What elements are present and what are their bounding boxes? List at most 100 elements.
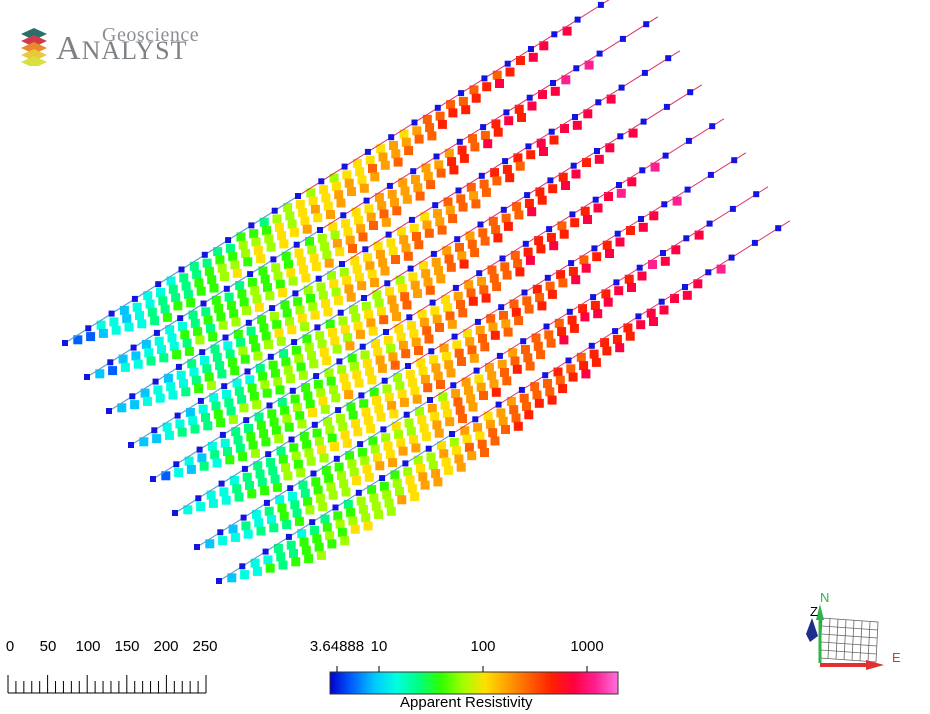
electrode-marker[interactable]	[428, 348, 435, 355]
electrode-marker[interactable]	[543, 323, 550, 330]
electrode-marker[interactable]	[218, 480, 225, 487]
electrode-marker[interactable]	[285, 533, 292, 540]
electrode-marker[interactable]	[173, 461, 180, 468]
electrode-marker[interactable]	[641, 69, 648, 76]
electrode-marker[interactable]	[636, 264, 643, 271]
electrode-marker[interactable]	[309, 519, 316, 526]
electrode-marker[interactable]	[339, 261, 345, 267]
electrode-marker[interactable]	[588, 342, 595, 349]
electrode-marker[interactable]	[683, 235, 690, 242]
electrode-marker[interactable]	[340, 212, 347, 219]
electrode-marker[interactable]	[222, 334, 229, 341]
electrode-marker[interactable]	[266, 402, 273, 409]
electrode-marker[interactable]	[293, 241, 300, 248]
electrode-marker[interactable]	[311, 421, 318, 428]
electrode-marker[interactable]	[314, 324, 321, 331]
electrode-marker[interactable]	[613, 279, 620, 286]
electrode-marker[interactable]	[128, 442, 134, 448]
electrode-marker[interactable]	[263, 499, 270, 506]
electrode-marker[interactable]	[473, 367, 480, 374]
electrode-marker[interactable]	[476, 270, 483, 277]
electrode-marker[interactable]	[355, 489, 362, 496]
electrode-marker[interactable]	[455, 187, 462, 194]
electrode-marker[interactable]	[614, 230, 621, 237]
electrode-marker[interactable]	[225, 237, 232, 244]
electrode-marker[interactable]	[359, 343, 366, 350]
electrode-marker[interactable]	[546, 226, 553, 233]
electrode-marker[interactable]	[481, 75, 488, 82]
electrode-marker[interactable]	[217, 529, 224, 536]
electrode-marker[interactable]	[385, 231, 392, 238]
electrode-marker[interactable]	[729, 205, 736, 212]
electrode-marker[interactable]	[313, 373, 320, 380]
electrode-marker[interactable]	[262, 548, 269, 555]
electrode-marker[interactable]	[429, 299, 436, 306]
electrode-marker[interactable]	[684, 186, 691, 193]
electrode-marker[interactable]	[775, 225, 782, 232]
electrode-marker[interactable]	[177, 315, 184, 322]
electrode-marker[interactable]	[174, 412, 181, 419]
electrode-marker[interactable]	[197, 397, 204, 404]
electrode-marker[interactable]	[410, 168, 417, 175]
electrode-marker[interactable]	[706, 220, 713, 227]
electrode-marker[interactable]	[386, 182, 393, 189]
electrode-marker[interactable]	[660, 250, 666, 256]
electrode-marker[interactable]	[152, 378, 159, 385]
electrode-marker[interactable]	[452, 284, 459, 291]
electrode-marker[interactable]	[480, 124, 487, 131]
electrode-marker[interactable]	[388, 134, 395, 141]
electrode-marker[interactable]	[495, 401, 502, 408]
electrode-marker[interactable]	[592, 196, 599, 203]
electrode-marker[interactable]	[196, 446, 203, 453]
electrode-marker[interactable]	[155, 281, 162, 288]
electrode-marker[interactable]	[247, 271, 254, 278]
electrode-marker[interactable]	[241, 465, 248, 472]
electrode-marker[interactable]	[291, 339, 298, 346]
electrode-marker[interactable]	[244, 368, 251, 375]
electrode-marker[interactable]	[194, 544, 200, 550]
electrode-marker[interactable]	[525, 143, 532, 150]
electrode-marker[interactable]	[289, 387, 296, 394]
electrode-marker[interactable]	[643, 21, 650, 28]
electrode-marker[interactable]	[617, 133, 624, 140]
electrode-marker[interactable]	[751, 239, 758, 246]
electrode-marker[interactable]	[731, 157, 738, 164]
electrode-marker[interactable]	[223, 285, 230, 292]
electrode-marker[interactable]	[403, 411, 410, 418]
electrode-marker[interactable]	[639, 167, 646, 174]
electrode-marker[interactable]	[383, 329, 389, 335]
electrode-marker[interactable]	[618, 84, 625, 91]
electrode-marker[interactable]	[85, 325, 92, 332]
electrode-marker[interactable]	[496, 352, 503, 359]
electrode-marker[interactable]	[658, 298, 665, 305]
electrode-marker[interactable]	[682, 284, 688, 290]
electrode-marker[interactable]	[550, 80, 556, 86]
electrode-marker[interactable]	[594, 148, 600, 154]
electrode-marker[interactable]	[310, 470, 317, 477]
electrode-marker[interactable]	[358, 392, 365, 399]
electrode-marker[interactable]	[333, 455, 340, 462]
electrode-marker[interactable]	[433, 153, 440, 160]
electrode-marker[interactable]	[407, 265, 414, 272]
electrode-marker[interactable]	[707, 171, 714, 178]
electrode-marker[interactable]	[524, 192, 531, 199]
electrode-marker[interactable]	[341, 163, 348, 170]
electrode-marker[interactable]	[62, 340, 68, 346]
electrode-marker[interactable]	[498, 304, 505, 311]
electrode-marker[interactable]	[456, 138, 463, 145]
electrode-marker[interactable]	[619, 35, 626, 42]
electrode-marker[interactable]	[572, 114, 578, 120]
electrode-marker[interactable]	[317, 227, 323, 233]
electrode-marker[interactable]	[363, 197, 370, 204]
electrode-marker[interactable]	[565, 357, 572, 364]
electrode-marker[interactable]	[472, 416, 479, 423]
electrode-marker[interactable]	[175, 363, 182, 370]
electrode-marker[interactable]	[240, 514, 247, 521]
electrode-marker[interactable]	[402, 460, 409, 467]
electrode-marker[interactable]	[267, 353, 274, 360]
electrode-marker[interactable]	[405, 363, 411, 369]
electrode-marker[interactable]	[662, 152, 669, 159]
electrode-marker[interactable]	[551, 31, 558, 38]
electrode-marker[interactable]	[380, 426, 387, 433]
electrode-marker[interactable]	[544, 274, 551, 281]
